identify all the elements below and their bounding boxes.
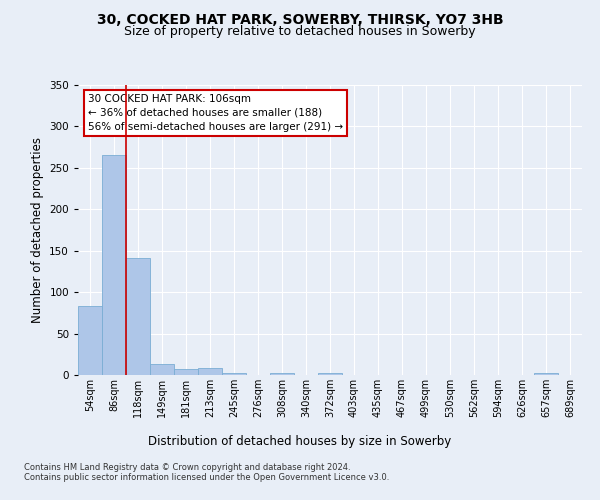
Bar [150, 364, 174, 375]
Text: Distribution of detached houses by size in Sowerby: Distribution of detached houses by size … [148, 435, 452, 448]
Bar [78, 306, 102, 375]
Text: 30, COCKED HAT PARK, SOWERBY, THIRSK, YO7 3HB: 30, COCKED HAT PARK, SOWERBY, THIRSK, YO… [97, 12, 503, 26]
Bar [318, 374, 342, 375]
Bar [270, 372, 294, 375]
Bar [126, 258, 150, 375]
Y-axis label: Number of detached properties: Number of detached properties [31, 137, 44, 323]
Text: Size of property relative to detached houses in Sowerby: Size of property relative to detached ho… [124, 25, 476, 38]
Bar [534, 374, 558, 375]
Text: 30 COCKED HAT PARK: 106sqm
← 36% of detached houses are smaller (188)
56% of sem: 30 COCKED HAT PARK: 106sqm ← 36% of deta… [88, 94, 343, 132]
Bar [222, 374, 246, 375]
Bar [174, 369, 198, 375]
Bar [198, 368, 222, 375]
Text: Contains HM Land Registry data © Crown copyright and database right 2024.
Contai: Contains HM Land Registry data © Crown c… [24, 462, 389, 482]
Bar [102, 156, 126, 375]
